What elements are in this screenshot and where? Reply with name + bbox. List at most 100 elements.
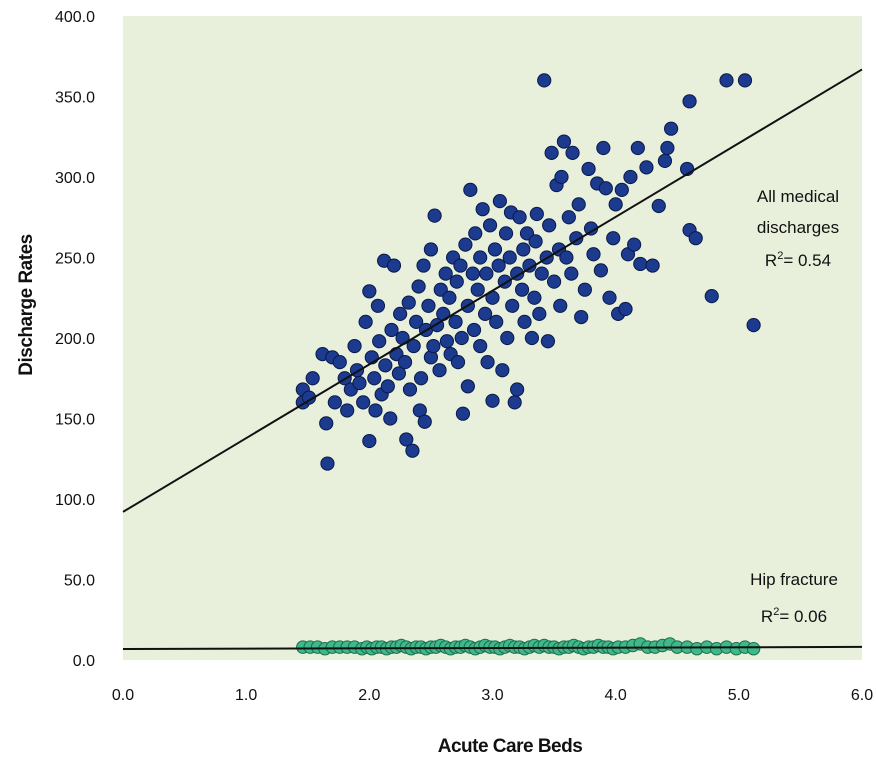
- medical-discharge-point: [409, 314, 424, 329]
- medical-series-label-line1: All medical: [757, 187, 839, 206]
- medical-discharge-point: [645, 258, 660, 273]
- medical-discharge-point: [491, 258, 506, 273]
- medical-discharge-point: [378, 358, 393, 373]
- medical-discharge-point: [598, 181, 613, 196]
- medical-discharge-point: [480, 355, 495, 370]
- x-tick-label: 0.0: [112, 687, 134, 704]
- medical-discharge-point: [475, 202, 490, 217]
- medical-discharge-point: [559, 250, 574, 265]
- medical-discharge-point: [442, 290, 457, 305]
- plot-area: [123, 16, 862, 660]
- medical-series-label-line2: discharges: [757, 218, 839, 237]
- medical-discharge-point: [556, 134, 572, 149]
- medical-discharge-point: [498, 226, 514, 241]
- x-axis-title: Acute Care Beds: [438, 736, 583, 757]
- medical-discharge-point: [517, 314, 532, 329]
- medical-discharge-point: [540, 334, 556, 349]
- medical-discharge-point: [529, 206, 544, 222]
- medical-discharge-point: [663, 121, 679, 136]
- medical-discharge-point: [384, 322, 399, 338]
- medical-discharge-point: [514, 282, 530, 297]
- medical-discharge-point: [630, 140, 645, 156]
- y-tick-label: 200.0: [55, 331, 95, 348]
- medical-discharge-points: [295, 73, 761, 471]
- y-axis-ticks: 0.0 50.0 100.0 150.0 200.0 250.0 300.0 350.0 400…: [55, 9, 95, 670]
- medical-discharge-point: [362, 284, 377, 299]
- medical-discharge-point: [455, 406, 471, 421]
- medical-discharge-point: [627, 237, 642, 252]
- medical-discharge-point: [473, 250, 488, 265]
- medical-discharge-point: [402, 382, 418, 397]
- medical-discharge-point: [383, 411, 398, 426]
- medical-discharge-point: [399, 432, 414, 447]
- medical-discharge-point: [565, 145, 580, 160]
- medical-discharge-point: [427, 208, 442, 223]
- medical-discharge-point: [495, 363, 510, 378]
- medical-discharge-point: [657, 153, 673, 168]
- x-tick-label: 6.0: [851, 687, 873, 704]
- medical-discharge-point: [460, 379, 475, 394]
- medical-discharge-point: [479, 266, 494, 281]
- hip-fracture-point: [746, 642, 761, 656]
- medical-discharge-point: [633, 256, 648, 272]
- medical-discharge-point: [507, 395, 522, 410]
- medical-trend-line: [122, 68, 863, 513]
- medical-discharge-point: [492, 194, 507, 209]
- medical-discharge-point: [581, 161, 596, 177]
- y-tick-label: 350.0: [55, 90, 95, 107]
- medical-discharge-point: [537, 73, 552, 88]
- medical-discharge-point: [577, 282, 592, 297]
- medical-discharge-point: [528, 234, 543, 249]
- medical-discharge-point: [618, 301, 633, 317]
- medical-discharge-point: [406, 338, 421, 354]
- medical-discharge-point: [450, 355, 466, 370]
- medical-discharge-point: [305, 371, 320, 386]
- hip-trend-line: [122, 645, 863, 651]
- x-tick-label: 1.0: [235, 687, 257, 704]
- medical-discharge-point: [510, 382, 525, 397]
- medical-discharge-point: [534, 266, 549, 281]
- x-tick-label: 5.0: [728, 687, 750, 704]
- medical-discharge-point: [574, 309, 589, 325]
- medical-discharge-point: [347, 338, 362, 354]
- medical-discharge-point: [489, 314, 504, 329]
- medical-discharge-point: [439, 334, 455, 349]
- medical-discharge-point: [651, 198, 666, 214]
- medical-discharge-point: [391, 366, 406, 381]
- medical-discharge-point: [682, 94, 697, 109]
- medical-discharge-point: [602, 290, 617, 305]
- x-axis-ticks: 0.0 1.0 2.0 3.0 4.0 5.0 6.0: [112, 687, 873, 704]
- medical-discharge-point: [737, 73, 753, 88]
- medical-r2-label: R2= 0.54: [765, 250, 831, 270]
- medical-discharge-point: [614, 182, 629, 197]
- medical-discharge-point: [426, 338, 441, 354]
- medical-discharge-point: [623, 169, 638, 185]
- medical-discharge-point: [368, 403, 383, 418]
- y-tick-label: 150.0: [55, 412, 95, 429]
- medical-discharge-point: [372, 334, 387, 349]
- medical-discharge-point: [466, 322, 482, 338]
- medical-discharge-point: [505, 298, 520, 313]
- medical-discharge-point: [370, 298, 386, 313]
- medical-discharge-point: [586, 247, 601, 262]
- medical-discharge-point: [512, 210, 527, 225]
- medical-discharge-point: [449, 274, 464, 289]
- medical-discharge-point: [358, 314, 373, 329]
- medical-discharge-point: [500, 330, 515, 346]
- y-tick-label: 250.0: [55, 251, 95, 268]
- medical-annotation: All medical discharges R2= 0.54: [757, 187, 839, 270]
- medical-discharge-point: [546, 274, 562, 289]
- medical-discharge-point: [319, 416, 334, 431]
- y-axis-title: Discharge Rates: [16, 234, 37, 375]
- medical-discharge-point: [561, 210, 576, 225]
- medical-discharge-point: [487, 242, 503, 257]
- medical-discharge-point: [527, 290, 542, 305]
- medical-discharge-point: [516, 242, 531, 257]
- medical-discharge-point: [606, 231, 621, 246]
- medical-discharge-point: [485, 393, 500, 408]
- medical-discharge-point: [660, 140, 675, 156]
- medical-discharge-point: [380, 379, 395, 394]
- medical-discharge-point: [746, 318, 761, 333]
- medical-discharge-point: [593, 263, 608, 278]
